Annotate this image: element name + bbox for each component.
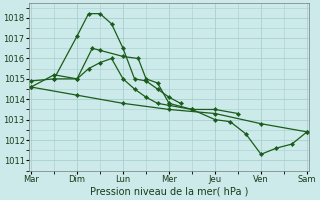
X-axis label: Pression niveau de la mer( hPa ): Pression niveau de la mer( hPa ) (90, 187, 248, 197)
